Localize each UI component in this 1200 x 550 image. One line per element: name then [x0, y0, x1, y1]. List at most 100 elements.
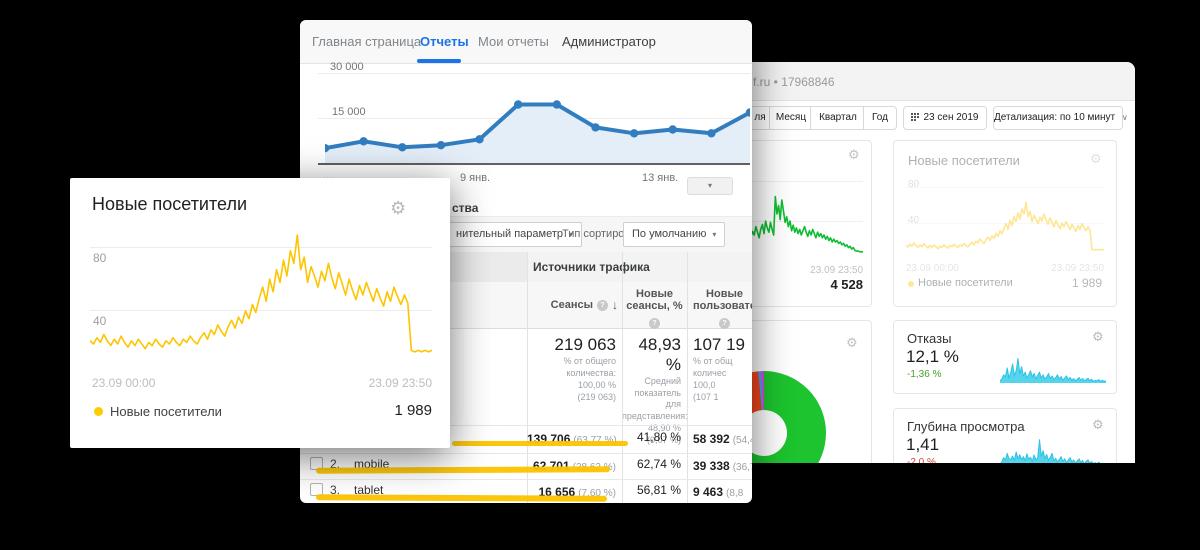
table-row-1-new-sessions: 41,80 %	[636, 430, 681, 444]
bounce-change: -1,36 %	[907, 369, 942, 380]
visitors-total: 4 528	[830, 277, 863, 292]
x-tick-ellipsis: …	[322, 170, 333, 182]
calendar-icon	[911, 113, 919, 121]
caret-down-icon: ▾	[569, 230, 574, 239]
table-row-2-new-users: 39 338(36,7	[693, 457, 752, 475]
new-visitors-total: 1 989	[1071, 276, 1102, 290]
legend-dot	[908, 281, 914, 287]
legend-label[interactable]: Новые посетители	[918, 277, 1013, 289]
summary-new-sessions: 48,93 % Средний показатель для представл…	[622, 335, 688, 446]
help-icon[interactable]: ?	[597, 299, 608, 311]
ga-tabbar: Главная страница Отчеты Мои отчеты Админ…	[300, 20, 752, 64]
sessions-column-header[interactable]: Сеансы ? ↓	[527, 282, 622, 328]
summary-new-sessions-value: 48,93 %	[638, 335, 681, 374]
date-picker-label: 23 сен 2019	[923, 112, 979, 123]
x-axis-end-label: 23.09 23:50	[810, 265, 863, 276]
summary-note: (219 063)	[577, 392, 616, 402]
header-line1: Новые	[636, 288, 673, 300]
depth-value: 1,41	[906, 435, 940, 454]
legend-label[interactable]: Новые посетители	[110, 404, 222, 419]
new-visitors-card: Новые посетители ⚙ 80 40 23.09 00:00 23.…	[893, 140, 1117, 307]
device-pie-card: ⚙	[735, 320, 872, 463]
secondary-dimension-dropdown[interactable]: нительный параметр ▾	[447, 222, 583, 247]
summary-note: 100,0	[693, 380, 716, 390]
y-tick-40: 40	[93, 314, 107, 328]
tab-home[interactable]: Главная страница	[312, 34, 422, 49]
bounce-value: 12,1 %	[906, 347, 959, 366]
y-tick-40: 40	[908, 215, 920, 226]
sort-descending-icon[interactable]: ↓	[612, 298, 618, 312]
gridline	[90, 310, 432, 311]
gear-icon[interactable]: ⚙	[1092, 330, 1104, 345]
sessions-share: (7,60 %)	[578, 488, 616, 499]
date-picker-button[interactable]: 23 сен 2019	[903, 106, 987, 130]
tab-admin[interactable]: Администратор	[562, 34, 656, 49]
detail-dropdown[interactable]: Детализация: по 10 минут ∨	[993, 106, 1128, 130]
new-visitors-line-chart-small	[906, 201, 1104, 251]
active-tab-underline	[417, 59, 461, 63]
summary-note: % от общего	[563, 356, 617, 366]
summary-sessions: 219 063 % от общего количества: 100,00 %…	[527, 335, 616, 403]
gridline	[906, 187, 1104, 188]
tab-my-reports[interactable]: Мои отчеты	[478, 34, 549, 49]
sessions-header-label: Сеансы	[550, 299, 593, 311]
row-divider	[300, 479, 752, 480]
summary-sessions-value: 219 063	[554, 335, 616, 354]
gear-icon[interactable]: ⚙	[390, 198, 407, 219]
x-axis-line	[318, 163, 750, 165]
column-divider	[527, 252, 528, 503]
highlight-marker-row1	[452, 441, 628, 446]
bounce-sparkline	[1000, 358, 1106, 383]
gridline	[751, 181, 863, 182]
card-title: Отказы	[907, 331, 952, 346]
metrica-window: f.ru • 17968846 ля Месяц Квартал Год 23 …	[735, 62, 1135, 463]
summary-note: количес	[693, 368, 727, 378]
x-axis-start-label: 23.09 00:00	[92, 376, 156, 390]
gear-icon[interactable]: ⚙	[1090, 152, 1102, 167]
gear-icon[interactable]: ⚙	[846, 336, 858, 351]
sort-type-value: По умолчанию	[632, 228, 707, 240]
metrica-header: f.ru • 17968846	[735, 62, 1135, 101]
summary-note: (0,07 %)	[646, 435, 681, 445]
sort-type-dropdown[interactable]: По умолчанию ▾	[623, 222, 726, 247]
column-divider	[687, 252, 688, 503]
summary-note: (107 1	[693, 392, 719, 402]
table-row-3-new-sessions: 56,81 %	[636, 483, 681, 497]
tab-reports[interactable]: Отчеты	[420, 34, 469, 49]
gear-icon[interactable]: ⚙	[848, 148, 860, 163]
legend-dot	[94, 407, 103, 416]
depth-sparkline	[1000, 439, 1104, 463]
period-button-year[interactable]: Год	[863, 106, 897, 130]
summary-note: Средний	[644, 376, 681, 386]
period-button-quarter[interactable]: Квартал	[810, 106, 866, 130]
x-axis-end-label: 23.09 23:50	[1051, 263, 1104, 274]
period-button-month[interactable]: Месяц	[769, 106, 813, 130]
traffic-sources-header: Источники трафика	[533, 260, 650, 274]
summary-new-users-value: 107 19	[693, 335, 745, 354]
new-visitors-total: 1 989	[394, 402, 432, 419]
gridline	[906, 223, 1104, 224]
new-users-column-header[interactable]: Новые пользовате ?	[687, 288, 752, 330]
column-divider	[622, 252, 623, 503]
collapse-panel-button[interactable]: ▾	[687, 177, 733, 195]
table-row-2-new-sessions: 62,74 %	[636, 457, 681, 471]
visitors-line-chart	[751, 195, 863, 253]
new-users-value: 9 463	[693, 485, 724, 499]
depth-change: -2,0 %	[907, 457, 936, 463]
gridline	[318, 73, 750, 74]
metric-group-header-cell: Источники трафика	[527, 252, 752, 283]
x-tick-jan13: 13 янв.	[642, 172, 679, 184]
help-icon[interactable]: ?	[719, 318, 730, 329]
depth-card: Глубина просмотра ⚙ 1,41 -2,0 %	[893, 408, 1117, 463]
faded-card-content: Новые посетители ⚙ 80 40 23.09 00:00 23.…	[894, 141, 1116, 306]
x-axis-end-label: 23.09 23:50	[368, 376, 432, 390]
summary-note: % от общ	[693, 356, 733, 366]
table-row-1-new-users: 58 392(54,4	[693, 430, 752, 448]
gear-icon[interactable]: ⚙	[1092, 418, 1104, 433]
caret-down-icon: ▾	[712, 230, 717, 239]
summary-note: 100,00 %	[577, 380, 616, 390]
row-label-tablet[interactable]: tablet	[354, 483, 384, 497]
y-tick-80: 80	[93, 251, 107, 265]
new-sessions-column-header[interactable]: Новые сеансы, % ?	[622, 288, 687, 330]
help-icon[interactable]: ?	[649, 318, 660, 329]
